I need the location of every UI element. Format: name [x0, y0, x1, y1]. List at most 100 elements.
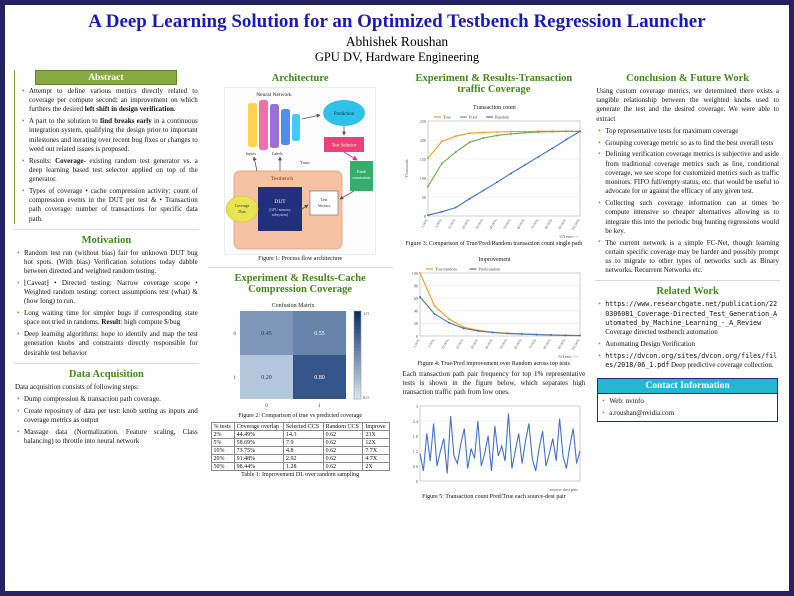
- svg-text:1.8: 1.8: [412, 434, 417, 439]
- figure-confusion-matrix: 0.45 0.55 0.20 0.80 0 1 0 1 Confusion Matrix 1.0 0…: [224, 298, 376, 412]
- poster-affiliation: GPU DV, Hardware Engineering: [314, 50, 480, 64]
- labels-label: Labels: [272, 151, 283, 156]
- svg-text:0.55: 0.55: [314, 331, 325, 337]
- svg-text:40.00%: 40.00%: [488, 218, 497, 230]
- svg-text:0: 0: [423, 214, 425, 219]
- neural-network-label: Neural Network: [256, 92, 292, 98]
- svg-text:40: 40: [413, 309, 417, 314]
- svg-text:200: 200: [419, 138, 425, 143]
- cache-results-section: Experiment & Results-Cache Compression C…: [207, 267, 393, 478]
- transaction-results-section: Experiment & Results-Transaction traffic…: [402, 73, 587, 500]
- figure1-caption: Figure 1: Process flow architecture: [258, 256, 343, 262]
- svg-text:20.00%: 20.00%: [461, 218, 470, 230]
- list-item: Top representative tests for maximum cov…: [598, 127, 779, 136]
- svg-text:2.4: 2.4: [412, 419, 418, 424]
- svg-text:50.00%: 50.00%: [498, 338, 507, 350]
- data-acquisition-list: Dump compression & transaction path cove…: [15, 395, 198, 446]
- knob-label-1: Knob: [357, 169, 366, 174]
- svg-text:20.00%: 20.00%: [455, 338, 464, 350]
- svg-text:Improvement: Improvement: [478, 257, 511, 263]
- table1: % tests Coverage overlap Selected CCS Rando…: [210, 422, 390, 471]
- dut-box: [258, 187, 303, 231]
- svg-text:Confusion Matrix: Confusion Matrix: [272, 302, 315, 309]
- contact-email-link[interactable]: a.roushan@nvidia.com: [602, 409, 775, 418]
- contact-box: Contact Information Web: nvinfo a.rousha…: [597, 378, 778, 423]
- related-work-list: https://www.researchgate.net/publication…: [596, 300, 779, 370]
- svg-text:60.00%: 60.00%: [516, 218, 525, 230]
- list-item: A part to the solution to find breaks ea…: [22, 117, 198, 154]
- svg-text:100.00%: 100.00%: [570, 338, 580, 351]
- coverage-data-node: [225, 195, 259, 223]
- svg-text:source-dest pair: source-dest pair: [549, 487, 578, 492]
- svg-text:250: 250: [419, 119, 425, 124]
- motivation-heading: Motivation: [81, 234, 132, 246]
- data-acquisition-section: Data Acquisition Data acquisition consis…: [14, 362, 199, 446]
- svg-text:90.00%: 90.00%: [557, 338, 566, 350]
- svg-text:5.00%: 5.00%: [434, 218, 442, 228]
- columns: Abstract Attempt to define various metri…: [14, 70, 780, 503]
- list-item: Grouping coverage metric so as to find t…: [598, 139, 779, 148]
- list-item: The current network is a simple FC-Net, …: [598, 239, 779, 276]
- list-item: Massage data (Normalization. Feature sca…: [17, 428, 198, 446]
- table-row: 5% 58.69% 7.9 0.62 12X: [210, 438, 390, 447]
- svg-text:0: 0: [415, 334, 417, 339]
- svg-text:0.0: 0.0: [363, 395, 369, 400]
- column-2: Architecture Neural Network: [207, 70, 393, 481]
- list-item: Dump compression & transaction path cove…: [17, 395, 198, 404]
- transaction-paragraph: Each transaction path pair frequency for…: [402, 370, 586, 397]
- svg-text:0.80: 0.80: [314, 375, 325, 381]
- svg-text:Random: Random: [495, 115, 510, 120]
- conclusion-section: Conclusion & Future Work Using custom co…: [595, 73, 780, 275]
- list-item: Types of coverage • cache compression ac…: [22, 187, 198, 224]
- svg-text:80: 80: [413, 283, 417, 288]
- conclusion-list: Top representative tests for maximum cov…: [596, 127, 779, 276]
- figure-transaction-count-chart: 250 200 150 100 50 0 1.00% 5.00% 10.00% 20.00% 30.…: [402, 98, 587, 240]
- test-selector-box: [324, 137, 365, 152]
- data-acquisition-heading: Data Acquisition: [68, 368, 144, 380]
- list-item: Defining verification coverage metrics i…: [598, 150, 779, 196]
- architecture-heading: Architecture: [271, 73, 329, 84]
- contact-web-link[interactable]: Web: nvinfo: [602, 397, 775, 406]
- test-vectors-box: [309, 190, 339, 216]
- svg-text:5.00%: 5.00%: [427, 338, 435, 348]
- knob-constraints-box: [350, 161, 374, 191]
- svg-text:10.00%: 10.00%: [440, 338, 449, 350]
- related-work-link[interactable]: https://dvcon.org/sites/dvcon.org/files/…: [598, 352, 779, 370]
- svg-text:100: 100: [419, 176, 425, 181]
- svg-text:0: 0: [234, 332, 237, 337]
- svg-text:60.00%: 60.00%: [513, 338, 522, 350]
- train-label: Train: [300, 160, 310, 165]
- list-item: Attempt to define various metrics direct…: [22, 87, 198, 115]
- table-row: 20% 91.48% 2.92 0.62 4.7X: [210, 454, 390, 463]
- motivation-list: Random test run (without bias) fair for …: [15, 249, 198, 358]
- table-row: 50% 98.44% 1.28 0.62 2X: [210, 462, 390, 471]
- table-row: 2% 44.49% 14.3 0.62 23X: [210, 430, 390, 439]
- abstract-list: Attempt to define various metrics direct…: [20, 87, 198, 224]
- flow-arrows: [252, 113, 355, 210]
- test-vectors-label-2: Vectors: [318, 203, 331, 208]
- column-3: Experiment & Results-Transaction traffic…: [402, 70, 587, 503]
- column-4: Conclusion & Future Work Using custom co…: [595, 70, 780, 423]
- table-header-row: % tests Coverage overlap Selected CCS Rando…: [210, 422, 390, 431]
- testbench-label: Testbench: [271, 176, 293, 182]
- svg-text:Pred: Pred: [469, 115, 478, 120]
- svg-text:0.20: 0.20: [261, 375, 272, 381]
- coverage-data-label-1: Coverage: [235, 204, 250, 208]
- figure-architecture: Neural Network Prediction Test Selector …: [224, 87, 376, 255]
- figure-improvement-chart: 100 80 60 40 20 0 1.00% 5.00% 10.00% 20.00% 30.00%…: [402, 250, 587, 360]
- related-work-heading: Related Work: [656, 286, 719, 298]
- svg-text:30.00%: 30.00%: [474, 218, 483, 230]
- list-item: Results: Coverage- existing random test …: [22, 157, 198, 185]
- data-acquisition-intro: Data acquisition consists of following s…: [15, 382, 139, 391]
- svg-text:80.00%: 80.00%: [543, 218, 552, 230]
- dut-label-2: (GPU memory: [269, 208, 290, 212]
- svg-text:1: 1: [318, 404, 321, 409]
- poster-author: Abhishek Roushan: [345, 34, 449, 49]
- dut-label-1: DUT: [274, 199, 286, 205]
- conclusion-intro: Using custom coverage metrics, we determ…: [596, 87, 779, 123]
- svg-text:70.00%: 70.00%: [527, 338, 536, 350]
- svg-text:1.0: 1.0: [363, 311, 369, 316]
- related-work-link[interactable]: https://www.researchgate.net/publication…: [598, 300, 779, 337]
- svg-text:60: 60: [413, 296, 417, 301]
